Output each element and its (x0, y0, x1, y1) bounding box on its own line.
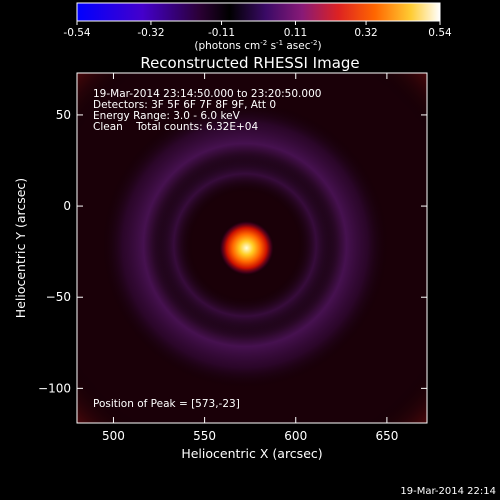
colorbar-tick-label: -0.11 (208, 27, 235, 39)
x-tick-label: 650 (375, 429, 398, 443)
peak-position-text: Position of Peak = [573,-23] (93, 398, 240, 410)
y-axis-label: Heliocentric Y (arcsec) (13, 178, 28, 318)
chart-title: Reconstructed RHESSI Image (140, 54, 359, 72)
info-block: 19-Mar-2014 23:14:50.000 to 23:20:50.000… (93, 88, 321, 133)
colorbar-ticks: -0.54 -0.32 -0.11 0.11 0.32 0.54 (63, 21, 452, 39)
y-tick-label: −50 (46, 290, 71, 304)
colorbar-frame (76, 2, 441, 22)
info-detectors: Detectors: 3F 5F 6F 7F 8F 9F, Att 0 (93, 99, 276, 111)
colorbar-units: (photons cm-2 s-1 asec-2) (194, 39, 321, 52)
x-tick-label: 600 (284, 429, 307, 443)
colorbar-tick-label: -0.54 (63, 27, 90, 39)
colorbar-gradient (77, 3, 440, 21)
x-axis-ticks: 500 550 600 650 (102, 73, 398, 443)
timestamp: 19-Mar-2014 22:14 (400, 486, 496, 497)
colorbar-tick-label: -0.32 (137, 27, 164, 39)
colorbar-tick-label: 0.54 (428, 27, 452, 39)
heatmap-image (77, 73, 427, 423)
y-tick-label: 50 (56, 108, 71, 122)
plot-frame (76, 72, 428, 424)
info-clean-counts: Clean Total counts: 6.32E+04 (93, 121, 258, 133)
peak-source (218, 220, 275, 276)
y-axis-ticks: 50 0 −50 −100 (38, 108, 427, 395)
info-energy-range: Energy Range: 3.0 - 6.0 keV (93, 110, 241, 122)
colorbar-tick-label: 0.32 (354, 27, 377, 39)
x-tick-label: 500 (102, 429, 125, 443)
y-tick-label: −100 (38, 381, 71, 395)
y-tick-label: 0 (63, 199, 71, 213)
x-axis-label: Heliocentric X (arcsec) (181, 446, 322, 461)
colorbar-tick-label: 0.11 (284, 27, 307, 39)
x-tick-label: 550 (193, 429, 216, 443)
info-time-range: 19-Mar-2014 23:14:50.000 to 23:20:50.000 (93, 88, 321, 100)
